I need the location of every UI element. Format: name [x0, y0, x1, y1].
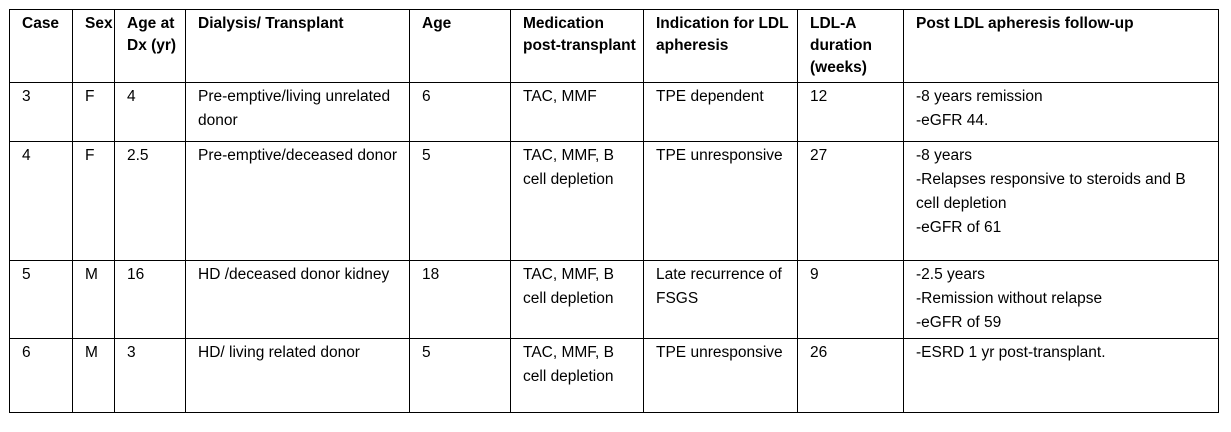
cell-medication: TAC, MMF, B cell depletion: [510, 141, 644, 261]
cell-sex: F: [72, 141, 115, 261]
cell-followup: -2.5 years -Remission without relapse -e…: [903, 260, 1219, 339]
cell-case: 5: [9, 260, 73, 339]
header-sex: Sex: [72, 9, 115, 83]
header-ldla-duration: LDL-A duration (weeks): [797, 9, 904, 83]
cell-medication: TAC, MMF, B cell depletion: [510, 260, 644, 339]
followup-line: -8 years: [916, 147, 972, 164]
cell-followup: -ESRD 1 yr post-transplant.: [903, 338, 1219, 413]
cell-dialysis-transplant: Pre-emptive/living unrelated donor: [185, 82, 410, 142]
header-row: Case Sex Age at Dx (yr) Dialysis/ Transp…: [9, 9, 1219, 83]
cell-medication: TAC, MMF: [510, 82, 644, 142]
followup-line: -eGFR of 61: [916, 219, 1002, 236]
followup-line: -2.5 years: [916, 266, 985, 283]
table-row: 4 F 2.5 Pre-emptive/deceased donor 5 TAC…: [9, 141, 1219, 261]
table-row: 5 M 16 HD /deceased donor kidney 18 TAC,…: [9, 260, 1219, 339]
header-followup: Post LDL apheresis follow-up: [903, 9, 1219, 83]
followup-line: -eGFR 44.: [916, 112, 989, 129]
cell-ldla-duration: 9: [797, 260, 904, 339]
cell-case: 6: [9, 338, 73, 413]
cell-age: 6: [409, 82, 511, 142]
cell-age-at-dx: 2.5: [114, 141, 186, 261]
cell-sex: F: [72, 82, 115, 142]
cell-followup: -8 years -Relapses responsive to steroid…: [903, 141, 1219, 261]
cell-age: 5: [409, 141, 511, 261]
cell-age-at-dx: 4: [114, 82, 186, 142]
header-case: Case: [9, 9, 73, 83]
cell-indication: TPE unresponsive: [643, 338, 798, 413]
cell-indication: TPE unresponsive: [643, 141, 798, 261]
cell-ldla-duration: 12: [797, 82, 904, 142]
cell-dialysis-transplant: Pre-emptive/deceased donor: [185, 141, 410, 261]
header-age: Age: [409, 9, 511, 83]
cell-dialysis-transplant: HD /deceased donor kidney: [185, 260, 410, 339]
cell-age-at-dx: 16: [114, 260, 186, 339]
header-indication: Indication for LDL apheresis: [643, 9, 798, 83]
cell-case: 3: [9, 82, 73, 142]
followup-line: -8 years remission: [916, 88, 1043, 105]
header-dialysis-transplant: Dialysis/ Transplant: [185, 9, 410, 83]
case-table: Case Sex Age at Dx (yr) Dialysis/ Transp…: [9, 9, 1219, 413]
cell-dialysis-transplant: HD/ living related donor: [185, 338, 410, 413]
cell-age: 5: [409, 338, 511, 413]
cell-age-at-dx: 3: [114, 338, 186, 413]
cell-followup: -8 years remission -eGFR 44.: [903, 82, 1219, 142]
cell-age: 18: [409, 260, 511, 339]
cell-case: 4: [9, 141, 73, 261]
header-medication: Medication post-transplant: [510, 9, 644, 83]
cell-ldla-duration: 27: [797, 141, 904, 261]
header-age-at-dx: Age at Dx (yr): [114, 9, 186, 83]
cell-indication: TPE dependent: [643, 82, 798, 142]
cell-sex: M: [72, 338, 115, 413]
table-row: 3 F 4 Pre-emptive/living unrelated donor…: [9, 82, 1219, 142]
cell-medication: TAC, MMF, B cell depletion: [510, 338, 644, 413]
followup-line: -eGFR of 59: [916, 314, 1002, 331]
followup-line: -Relapses responsive to steroids and B c…: [916, 171, 1186, 212]
followup-line: -Remission without relapse: [916, 290, 1103, 307]
cell-sex: M: [72, 260, 115, 339]
cell-indication: Late recurrence of FSGS: [643, 260, 798, 339]
cell-ldla-duration: 26: [797, 338, 904, 413]
table-row: 6 M 3 HD/ living related donor 5 TAC, MM…: [9, 338, 1219, 413]
followup-line: -ESRD 1 yr post-transplant.: [916, 344, 1106, 361]
